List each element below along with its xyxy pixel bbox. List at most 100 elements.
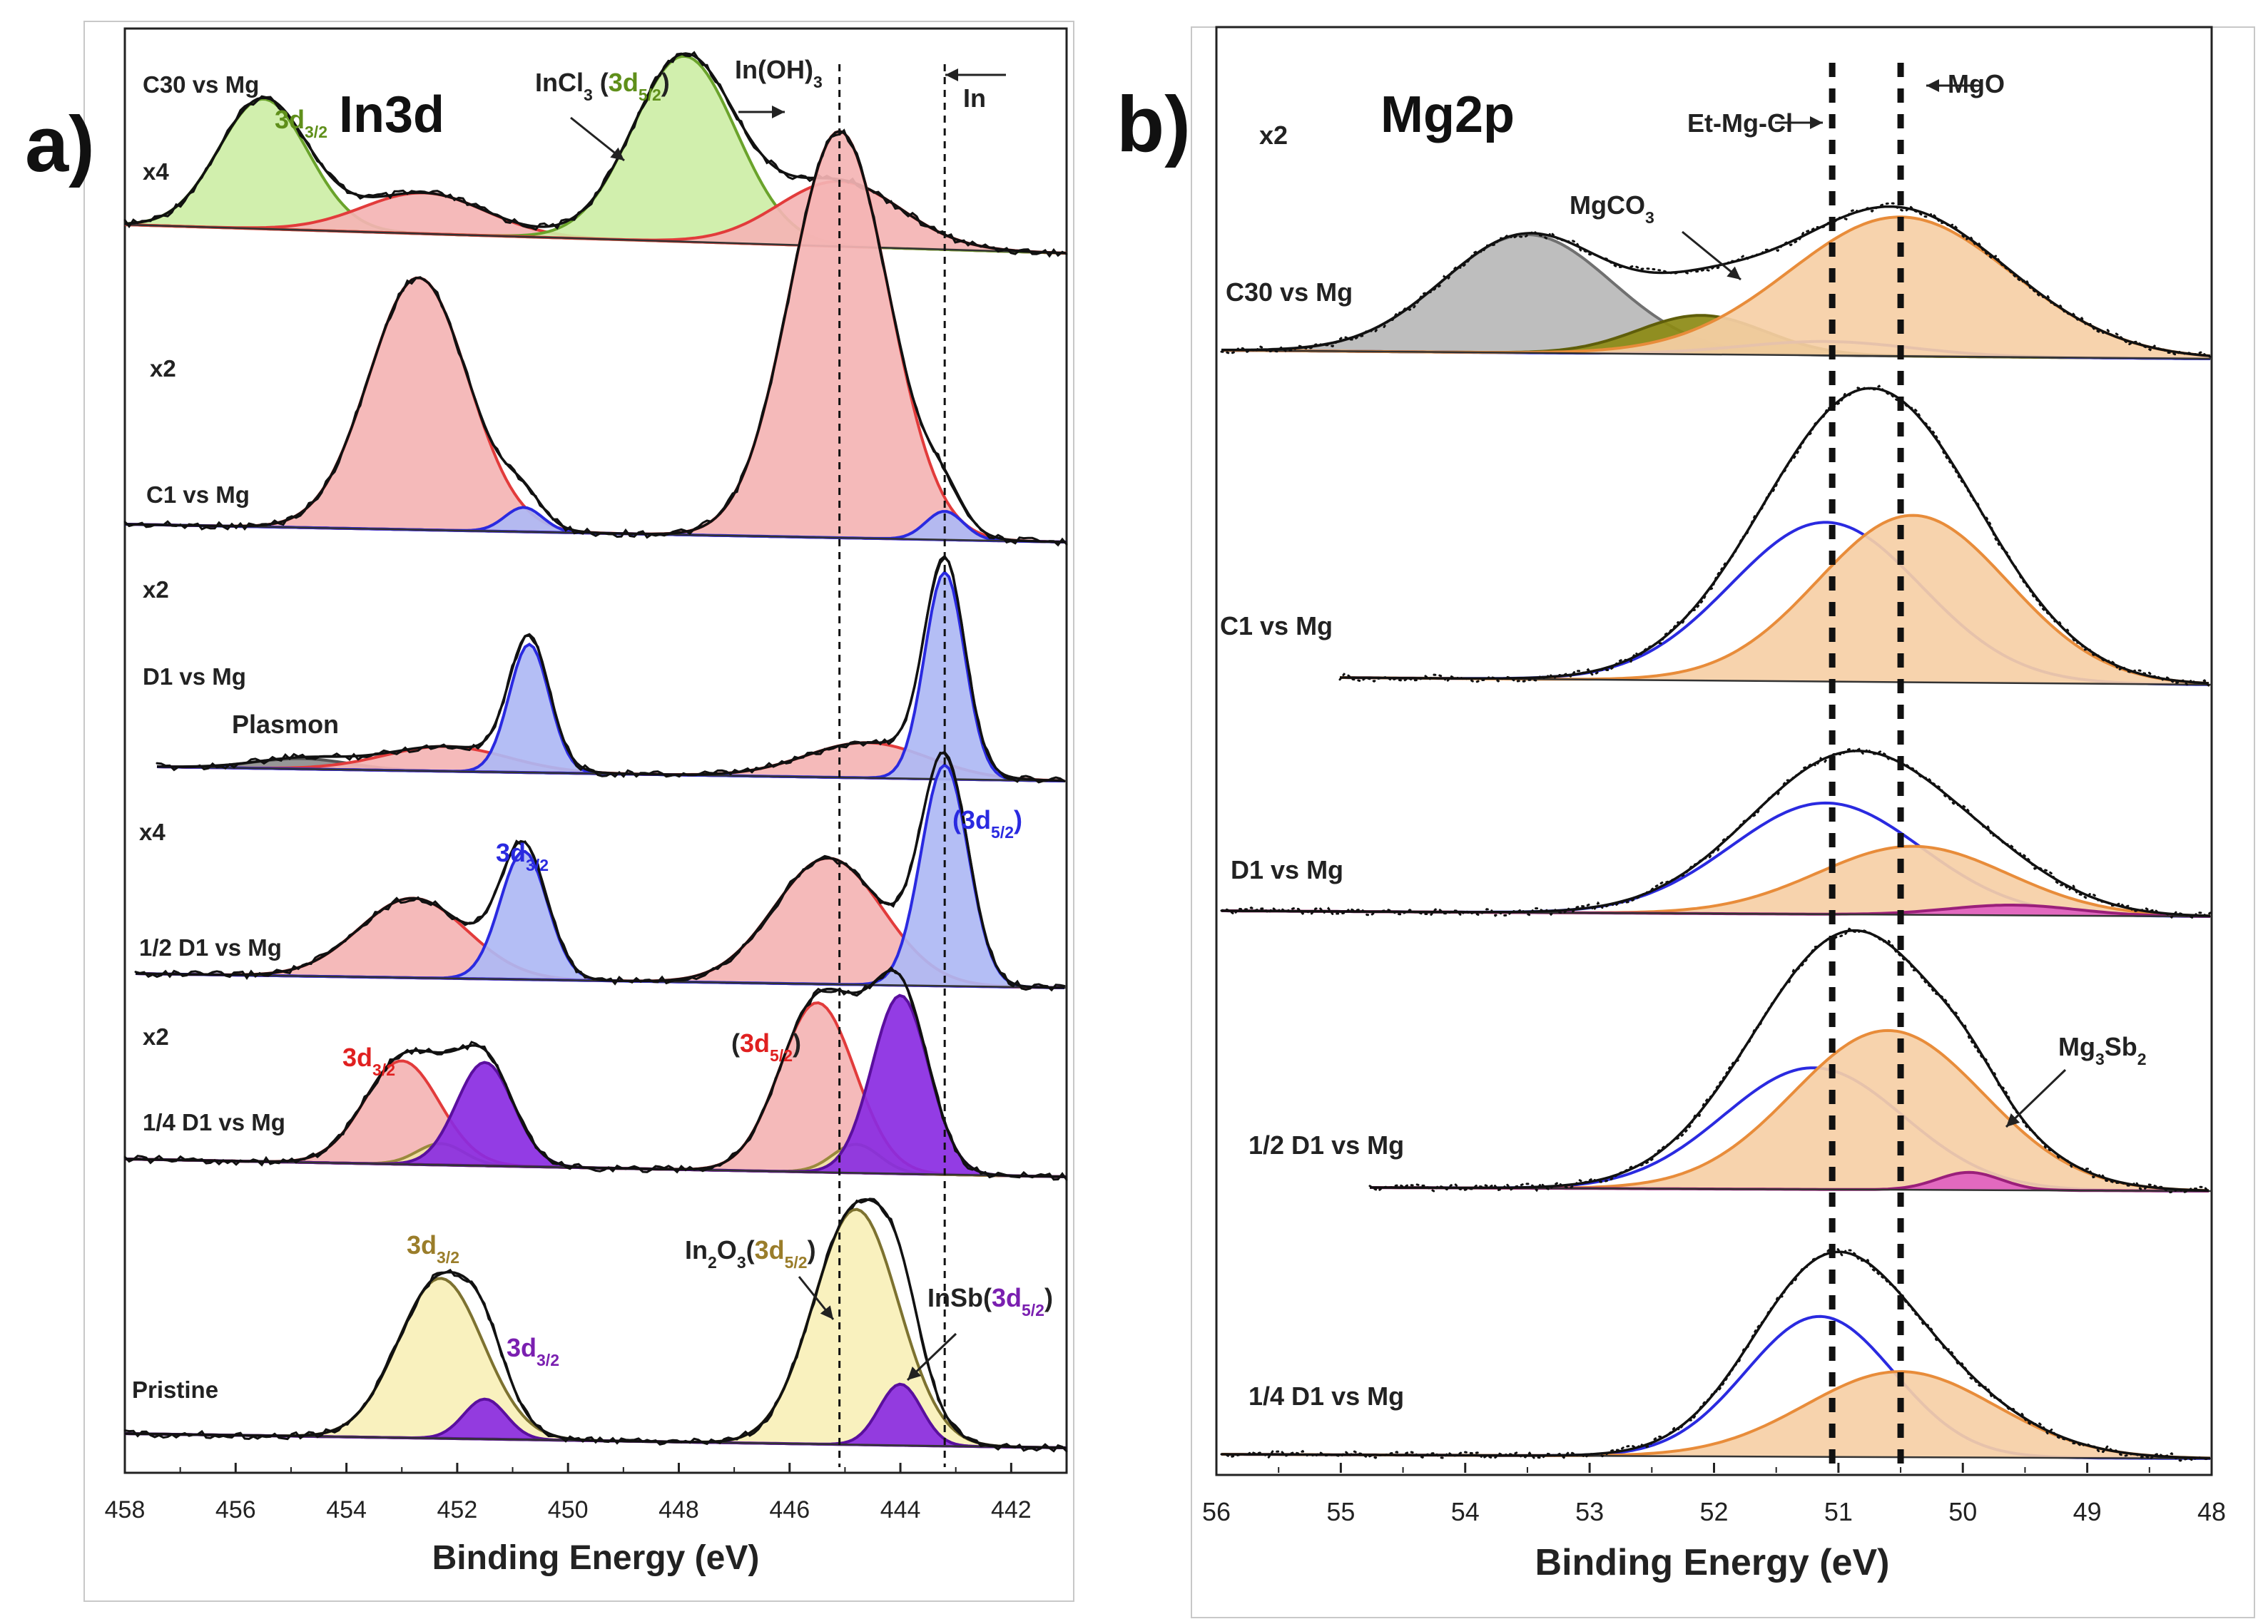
peak-annotation: 3d3/2 [507,1333,559,1369]
multiplier-label: x2 [1259,121,1288,150]
peak-fill [1370,1030,2209,1191]
x-tick-label: 49 [2073,1497,2102,1526]
x-tick-label: 53 [1575,1497,1604,1526]
peak-fill [136,765,1064,988]
species-annotation: In [963,83,986,113]
x-tick-label: 458 [105,1496,146,1523]
x-tick-label: 55 [1326,1497,1355,1526]
annotation-arrow-head [1926,79,1939,92]
species-annotation: In(OH)3 [735,55,823,91]
peak-annotation-part: Plasmon [232,710,339,739]
sample-label: 1/4 D1 vs Mg [1249,1382,1404,1411]
annotation-arrow-head [907,1367,922,1380]
annotation-arrow-head [945,68,958,81]
panel-b-title: Mg2p [1380,86,1515,143]
peak-fill [125,1209,1067,1448]
peak-annotation-part: 3 [2095,1050,2105,1068]
raw-data-line [1220,747,2212,919]
peak-annotation-part: 3d [740,1028,770,1058]
peak-annotation-part: InSb( [927,1283,992,1312]
species-annotation-part: 3 [584,86,593,104]
multiplier-label: x4 [143,158,169,185]
envelope-line [1221,1250,2211,1460]
sample-label: 1/4 D1 vs Mg [143,1109,285,1135]
species-annotation: InCl3 (3d5/2) [535,68,670,104]
annotation-arrow-head [1810,116,1823,129]
panel-a-plot-frame [123,27,1068,1474]
x-tick-label: 452 [437,1496,478,1523]
sample-label: C1 vs Mg [146,481,250,508]
peak-annotation-part: Mg [2058,1032,2095,1061]
peak-annotation-part: 3d [275,105,305,134]
sample-label: C1 vs Mg [1220,611,1333,640]
peak-fill [1370,1172,2209,1191]
peak-fill [125,56,1067,254]
peak-annotation-part: MgCO [1570,190,1645,220]
peak-annotation-part: 5/2 [1022,1301,1044,1319]
envelope-line [1340,387,2209,685]
peak-annotation-part: Sb [2105,1032,2137,1061]
peak-annotation-part: 3/2 [526,856,549,874]
species-annotation-part: In [963,83,986,113]
annotation-arrow-head [2006,1113,2020,1127]
panel-b-x-axis-title: Binding Energy (eV) [1535,1542,1890,1583]
peak-annotation-part: 3/2 [372,1061,395,1079]
sample-label: D1 vs Mg [1231,855,1343,884]
species-annotation-part: 3d [609,68,639,97]
x-tick-label: 51 [1824,1497,1853,1526]
panel-a-title: In3d [339,86,444,143]
peak-fill [157,742,1064,781]
x-tick-label: 454 [326,1496,367,1523]
multiplier-label: x2 [143,576,169,603]
sample-label: 1/2 D1 vs Mg [139,934,282,961]
peak-annotation-part: 2 [2137,1050,2147,1068]
peak-annotation: 3d3/2 [342,1043,395,1079]
peak-fill [1221,235,2210,359]
peak-annotation-part: ) [808,1235,816,1265]
peak-annotation-part: 3d [961,805,991,834]
peak-fill [1221,1372,2210,1459]
peak-fill [125,98,1067,253]
peak-fill [1340,515,2209,685]
x-tick-label: 56 [1202,1497,1231,1526]
background-line [1221,349,2212,360]
peak-annotation: 3d3/2 [275,105,327,141]
peak-annotation: (3d5/2) [731,1028,801,1065]
species-annotation-part: MgO [1948,69,2005,98]
peak-annotation-part: ( [731,1028,740,1058]
envelope-line [124,1197,1067,1449]
panel-b-label: b) [1117,81,1191,168]
peak-fill [1221,217,2210,359]
peak-annotation-part: 3/2 [305,123,327,141]
multiplier-label: x2 [143,1023,169,1050]
peak-fill [125,1003,1067,1177]
peak-annotation-part: ( [746,1235,755,1265]
peak-annotation: InSb(3d5/2) [927,1283,1053,1319]
sample-label: D1 vs Mg [143,663,246,690]
peak-annotation-part: 3d [992,1283,1022,1312]
envelope-line [1370,929,2209,1192]
envelope-line [124,969,1067,1178]
x-tick-label: 52 [1699,1497,1728,1526]
envelope-line [1221,205,2211,357]
peak-fill [125,511,1067,542]
peak-annotation: Mg3Sb2 [2058,1032,2147,1068]
species-annotation-part: ) [661,68,670,97]
x-tick-label: 448 [658,1496,699,1523]
x-tick-label: 442 [991,1496,1032,1523]
panel-b-mg2p: b) Mg2p Binding Energy (eV) 56 55 54 53 52 51… [1117,26,2255,1618]
peak-annotation-part: 3d [496,838,526,867]
peak-annotation: (3d5/2) [952,805,1022,842]
panel-a-label: a) [25,101,95,188]
annotation-arrow-head [772,106,785,118]
envelope-line [157,554,1065,782]
multiplier-label: x2 [150,355,176,382]
peak-annotation-part: ) [1014,805,1022,834]
peak-fill [1221,846,2210,916]
sample-label: C30 vs Mg [143,71,259,98]
annotation-arrow [2005,1068,2067,1128]
x-tick-label: 450 [548,1496,589,1523]
peak-annotation-part: ) [793,1028,801,1058]
panel-a-in3d: a) In3d Binding Energy (eV) 458 456 454 452… [25,21,1074,1602]
annotation-arrow-head [610,147,624,160]
